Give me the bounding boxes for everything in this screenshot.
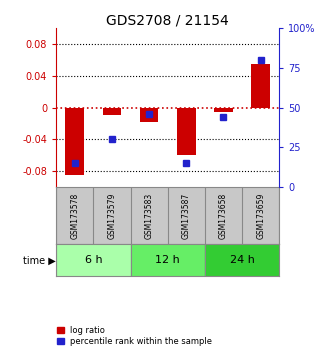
Bar [131,244,205,276]
Bar [177,108,195,155]
Text: 6 h: 6 h [84,255,102,265]
Text: 24 h: 24 h [230,255,255,265]
Bar [140,108,159,122]
Bar [205,244,279,276]
Bar [65,108,84,175]
Bar [214,108,233,112]
Text: GSM173583: GSM173583 [145,193,154,239]
Text: GSM173579: GSM173579 [108,193,117,239]
Bar [103,108,121,115]
Text: GSM173578: GSM173578 [70,193,79,239]
Text: GSM173587: GSM173587 [182,193,191,239]
Text: GSM173658: GSM173658 [219,193,228,239]
Bar [56,244,131,276]
Text: time ▶: time ▶ [23,255,56,265]
Legend: log ratio, percentile rank within the sample: log ratio, percentile rank within the sa… [57,326,213,346]
Text: GSM173659: GSM173659 [256,193,265,239]
Bar [251,64,270,108]
Text: 12 h: 12 h [155,255,180,265]
Title: GDS2708 / 21154: GDS2708 / 21154 [106,13,229,27]
